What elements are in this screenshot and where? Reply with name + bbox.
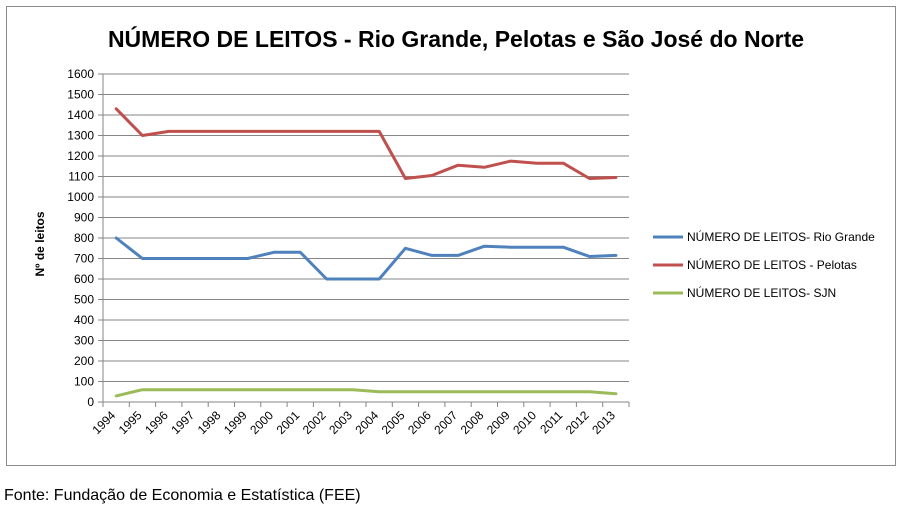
y-tick-label: 200 — [74, 354, 94, 368]
y-tick-label: 1600 — [67, 67, 94, 81]
x-tick-label: 2012 — [563, 408, 592, 437]
legend-label: NÚMERO DE LEITOS- Rio Grande — [687, 229, 875, 244]
legend-label: NÚMERO DE LEITOS- SJN — [687, 285, 836, 300]
x-tick-label: 2004 — [352, 408, 381, 437]
x-tick-label: 2003 — [326, 408, 355, 437]
y-axis-label: Nº de leitos — [33, 211, 47, 276]
y-tick-label: 800 — [74, 231, 94, 245]
y-tick-label: 1200 — [67, 149, 94, 163]
y-tick-label: 500 — [74, 293, 94, 307]
x-tick-label: 2013 — [589, 408, 618, 437]
x-tick-label: 1998 — [195, 408, 224, 437]
y-tick-label: 1500 — [67, 88, 94, 102]
series-line-2 — [114, 107, 618, 180]
x-tick-label: 2002 — [300, 408, 329, 437]
y-tick-labels: 0 100 200 300 400 500 600 700 800 900 1000 1100 1200… — [67, 67, 94, 409]
x-tick-label: 2009 — [484, 408, 513, 437]
x-tick-label: 2011 — [537, 408, 565, 436]
y-tick-label: 600 — [74, 272, 94, 286]
x-tick-labels: 1994199519961997199819992000200120022003… — [89, 408, 618, 437]
y-tick-label: 1000 — [67, 190, 94, 204]
gridlines — [103, 73, 629, 382]
chart-title: NÚMERO DE LEITOS - Rio Grande, Pelotas e… — [108, 25, 804, 52]
x-tick-label: 2005 — [379, 408, 408, 437]
y-tick-label: 1300 — [67, 129, 94, 143]
series-line-1 — [114, 236, 618, 281]
y-tick-label: 100 — [74, 375, 94, 389]
y-tick-label: 1100 — [68, 170, 94, 184]
x-tick-label: 1994 — [89, 408, 118, 437]
x-tick-label: 1999 — [221, 408, 250, 437]
y-tick-label: 400 — [74, 313, 94, 327]
y-tick-label: 700 — [74, 252, 94, 266]
x-tick-label: 2006 — [405, 408, 434, 437]
y-tick-label: 0 — [87, 395, 94, 409]
y-tick-label: 1400 — [67, 108, 94, 122]
x-tick-label: 1996 — [142, 408, 171, 437]
series-lines — [114, 107, 618, 398]
series-line-3 — [114, 388, 618, 398]
source-note: Fonte: Fundação de Economia e Estatístic… — [4, 487, 361, 504]
line-chart: NÚMERO DE LEITOS - Rio Grande, Pelotas e… — [33, 25, 875, 437]
x-tick-label: 2001 — [274, 408, 303, 437]
y-tick-label: 900 — [74, 211, 94, 225]
x-tick-label: 2007 — [431, 408, 460, 437]
legend-label: NÚMERO DE LEITOS - Pelotas — [687, 257, 857, 272]
chart-frame: NÚMERO DE LEITOS - Rio Grande, Pelotas e… — [6, 6, 896, 466]
axes — [98, 73, 630, 407]
legend: NÚMERO DE LEITOS- Rio Grande NÚMERO DE LE… — [653, 229, 875, 300]
x-tick-label: 1995 — [116, 408, 145, 437]
x-tick-label: 2000 — [247, 408, 276, 437]
y-tick-label: 300 — [74, 334, 94, 348]
x-tick-label: 2010 — [510, 408, 539, 437]
x-tick-label: 2008 — [458, 408, 487, 437]
x-tick-label: 1997 — [168, 408, 197, 437]
